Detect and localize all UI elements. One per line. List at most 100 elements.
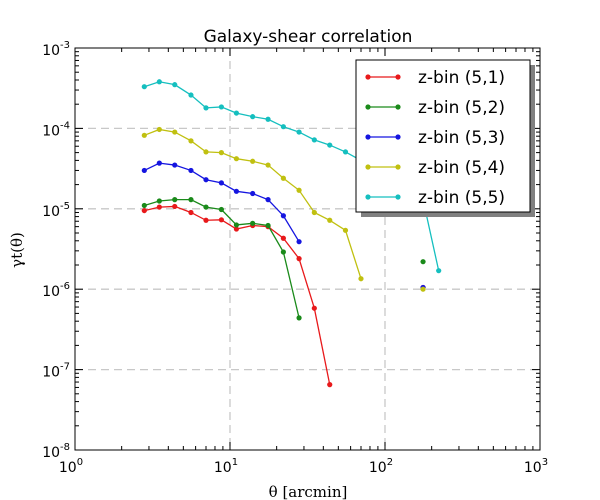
- data-point: [156, 126, 162, 133]
- chart-title: Galaxy-shear correlation: [204, 27, 413, 47]
- legend-item: z-bin (5,4): [365, 158, 505, 178]
- data-point: [436, 268, 442, 274]
- data-point: [172, 203, 178, 210]
- legend-label: z-bin (5,3): [418, 128, 505, 148]
- data-point: [172, 162, 178, 168]
- legend-swatch-marker: [395, 74, 401, 80]
- data-point: [296, 239, 302, 245]
- data-point: [203, 149, 209, 155]
- data-point: [250, 158, 256, 164]
- legend-swatch-marker: [395, 194, 401, 200]
- series-3: [141, 160, 426, 291]
- data-point: [188, 138, 194, 144]
- isolated-data-point: [420, 259, 426, 265]
- legend-label: z-bin (5,2): [418, 98, 505, 118]
- data-point: [280, 124, 286, 130]
- data-point: [265, 116, 271, 122]
- data-point: [218, 217, 224, 223]
- data-point: [280, 213, 286, 219]
- data-point: [233, 156, 240, 162]
- data-point: [188, 167, 194, 174]
- y-tick-label: 10-8: [42, 442, 70, 461]
- legend-box: [355, 59, 531, 213]
- legend-swatch-marker: [395, 104, 401, 110]
- data-point: [156, 198, 162, 204]
- data-point: [233, 226, 240, 232]
- legend-swatch-marker: [365, 104, 371, 110]
- data-point: [156, 79, 162, 85]
- x-tick-label: 103: [524, 457, 548, 476]
- series-line: [144, 128, 362, 279]
- x-axis-label: θ [arcmin]: [269, 483, 348, 500]
- data-point: [327, 217, 333, 223]
- data-point: [203, 217, 209, 223]
- data-point: [311, 137, 317, 143]
- plot-frame: [74, 47, 541, 451]
- data-point: [172, 82, 178, 88]
- data-point: [327, 142, 333, 148]
- data-point: [218, 104, 224, 110]
- series-4: [141, 126, 426, 292]
- data-point: [203, 177, 209, 183]
- series-line: [144, 205, 331, 385]
- data-point: [141, 132, 147, 138]
- legend-label: z-bin (5,4): [418, 158, 505, 178]
- data-point: [296, 315, 302, 321]
- data-point: [342, 227, 349, 233]
- data-point: [280, 249, 286, 255]
- x-tick-label: 100: [59, 457, 83, 476]
- data-point: [233, 110, 240, 116]
- data-point: [218, 180, 224, 186]
- data-point: [141, 207, 147, 214]
- data-point: [218, 150, 224, 156]
- data-point: [172, 197, 178, 203]
- data-point: [156, 160, 162, 166]
- y-tick-label: 10-7: [42, 362, 70, 381]
- legend-item: z-bin (5,5): [365, 188, 505, 208]
- y-tick-label: 10-4: [42, 120, 70, 139]
- data-point: [280, 235, 286, 241]
- data-point: [141, 84, 147, 90]
- data-point: [141, 202, 147, 209]
- series-2: [141, 197, 426, 321]
- tick-layer: 100 101 102 103 10-8 10-7 10-6 10-5 10-4 10-3: [42, 40, 548, 476]
- data-point: [218, 206, 224, 213]
- data-point: [188, 92, 194, 98]
- data-point: [296, 256, 302, 262]
- x-tick-label: 102: [369, 457, 393, 476]
- data-point: [141, 167, 147, 174]
- legend-label: z-bin (5,1): [418, 68, 505, 88]
- data-point: [250, 190, 256, 197]
- y-tick-label: 10-6: [42, 281, 70, 300]
- x-tick-label: 101: [214, 457, 238, 476]
- data-point: [188, 197, 194, 203]
- data-point: [296, 187, 302, 193]
- legend: z-bin (5,1) z-bin (5,2) z-bin (5,3) z-bin (…: [355, 59, 535, 217]
- data-point: [188, 209, 194, 216]
- data-point: [233, 188, 240, 194]
- legend-swatch-marker: [395, 134, 401, 140]
- data-point: [296, 129, 302, 135]
- data-point: [342, 149, 349, 155]
- data-point: [250, 114, 256, 120]
- data-point: [311, 305, 317, 311]
- legend-label: z-bin (5,5): [418, 188, 505, 208]
- data-point: [265, 197, 271, 203]
- data-point: [156, 204, 162, 210]
- series-line: [144, 162, 300, 243]
- data-point: [233, 222, 240, 228]
- y-tick-label: 10-3: [42, 40, 70, 59]
- data-point: [265, 162, 271, 168]
- legend-swatch-marker: [365, 194, 371, 200]
- data-point: [203, 204, 209, 210]
- data-point: [203, 105, 209, 111]
- data-point: [250, 220, 256, 226]
- data-point: [172, 129, 178, 135]
- legend-item: z-bin (5,2): [365, 98, 505, 118]
- legend-item: z-bin (5,3): [365, 128, 505, 148]
- data-point: [327, 382, 333, 388]
- legend-swatch-marker: [365, 164, 371, 170]
- data-point: [311, 209, 317, 216]
- data-point: [265, 222, 271, 229]
